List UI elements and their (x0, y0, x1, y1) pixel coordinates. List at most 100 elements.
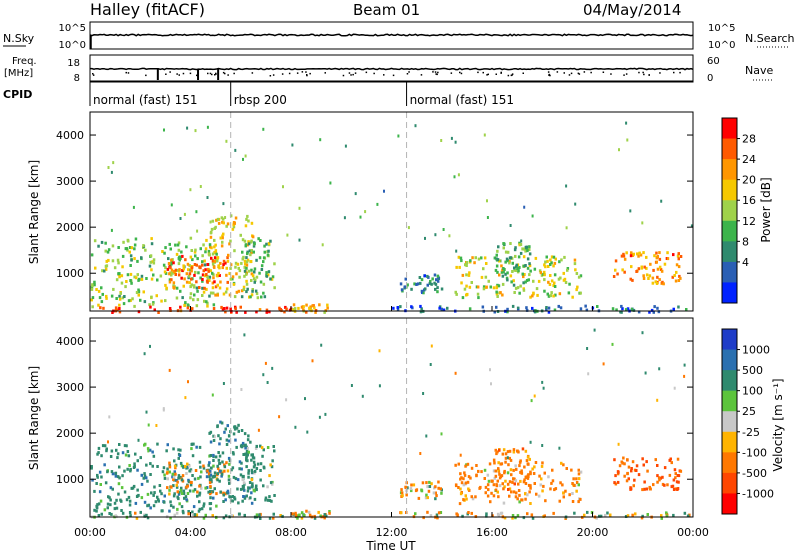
scatter-cell (541, 489, 544, 493)
scatter-cell (241, 441, 245, 445)
scatter-cell (212, 307, 216, 310)
scatter-cell (498, 273, 501, 277)
scatter-cell (442, 228, 445, 231)
scatter-cell (440, 307, 443, 311)
scatter-cell (155, 424, 158, 427)
scatter-cell (673, 274, 676, 277)
scatter-cell (510, 280, 513, 284)
scatter-cell (242, 157, 244, 161)
scatter-cell (117, 492, 120, 496)
scatter-cell (493, 310, 496, 314)
scatter-cell (210, 480, 213, 484)
scatter-cell (154, 500, 158, 504)
scatter-cell (492, 458, 496, 462)
scatter-cell (111, 487, 114, 491)
scatter-cell (435, 513, 439, 517)
scatter-cell (213, 260, 217, 263)
scatter-cell (458, 502, 462, 506)
scatter-cell (96, 475, 99, 479)
scatter-cell (241, 475, 245, 478)
scatter-cell (526, 249, 529, 253)
scatter-cell (454, 140, 457, 144)
scatter-cell (118, 443, 121, 446)
nave-dot (500, 72, 502, 74)
scatter-cell (273, 449, 276, 453)
scatter-cell (239, 487, 243, 491)
scatter-cell (189, 296, 192, 300)
scatter-cell (118, 272, 121, 276)
scatter-cell (212, 276, 215, 280)
scatter-cell (529, 486, 532, 490)
scatter-cell (174, 466, 177, 470)
scatter-cell (553, 281, 556, 285)
scatter-cell (426, 283, 429, 287)
scatter-cell (509, 468, 513, 472)
scatter-cell (124, 247, 128, 251)
scatter-cell (176, 490, 179, 494)
freq-left-tick-bottom: 8 (74, 73, 80, 84)
scatter-cell (145, 410, 148, 414)
scatter-cell (305, 509, 308, 513)
scatter-cell (573, 484, 576, 487)
scatter-cell (97, 303, 100, 307)
scatter-cell (547, 475, 550, 479)
scatter-cell (514, 464, 517, 468)
scatter-cell (552, 255, 556, 259)
scatter-cell (178, 255, 182, 259)
scatter-cell (133, 243, 137, 247)
scatter-cell (244, 224, 248, 228)
scatter-cell (246, 214, 249, 218)
scatter-cell (208, 475, 211, 478)
x-tick-label: 16:00 (476, 526, 508, 539)
scatter-cell (136, 459, 139, 463)
scatter-cell (577, 472, 581, 476)
scatter-cell (617, 470, 620, 474)
scatter-cell (152, 301, 155, 305)
scatter-cell (262, 465, 266, 469)
scatter-cell (259, 462, 263, 466)
scatter-cell (212, 453, 215, 457)
scatter-cell (184, 495, 188, 499)
scatter-cell (302, 305, 305, 309)
scatter-cell (150, 491, 153, 495)
scatter-cell (110, 470, 114, 474)
scatter-cell (457, 255, 461, 259)
scatter-cell (244, 443, 247, 447)
nave-dot (272, 74, 275, 76)
scatter-cell (196, 289, 199, 293)
scatter-cell (311, 304, 314, 308)
scatter-cell (521, 272, 524, 276)
scatter-cell (317, 510, 320, 514)
scatter-cell (392, 306, 395, 310)
scatter-cell (151, 450, 154, 454)
nave-dot (145, 74, 147, 77)
scatter-cell (209, 507, 212, 511)
scatter-cell (414, 489, 418, 493)
scatter-cell (221, 451, 225, 455)
scatter-cell (251, 274, 255, 278)
scatter-cell (115, 297, 118, 300)
scatter-cell (153, 491, 156, 495)
scatter-cell (222, 221, 225, 225)
scatter-cell (185, 466, 188, 470)
scatter-cell (188, 469, 191, 473)
scatter-cell (204, 486, 207, 490)
scatter-cell (222, 217, 225, 221)
scatter-cell (168, 280, 172, 284)
scatter-cell (522, 255, 526, 259)
noise-left-tick-bottom: 10^0 (59, 40, 86, 51)
nave-dot (511, 73, 514, 75)
scatter-cell (549, 487, 552, 491)
scatter-cell (173, 513, 176, 517)
scatter-cell (494, 488, 498, 492)
scatter-cell (213, 251, 216, 254)
scatter-cell (254, 447, 258, 450)
scatter-cell (574, 202, 577, 206)
scatter-cell (152, 454, 156, 458)
scatter-cell (435, 278, 438, 282)
scatter-cell (243, 239, 247, 243)
scatter-cell (262, 127, 265, 131)
nave-dot (305, 71, 307, 73)
scatter-cell (629, 254, 633, 258)
scatter-cell (584, 304, 587, 308)
